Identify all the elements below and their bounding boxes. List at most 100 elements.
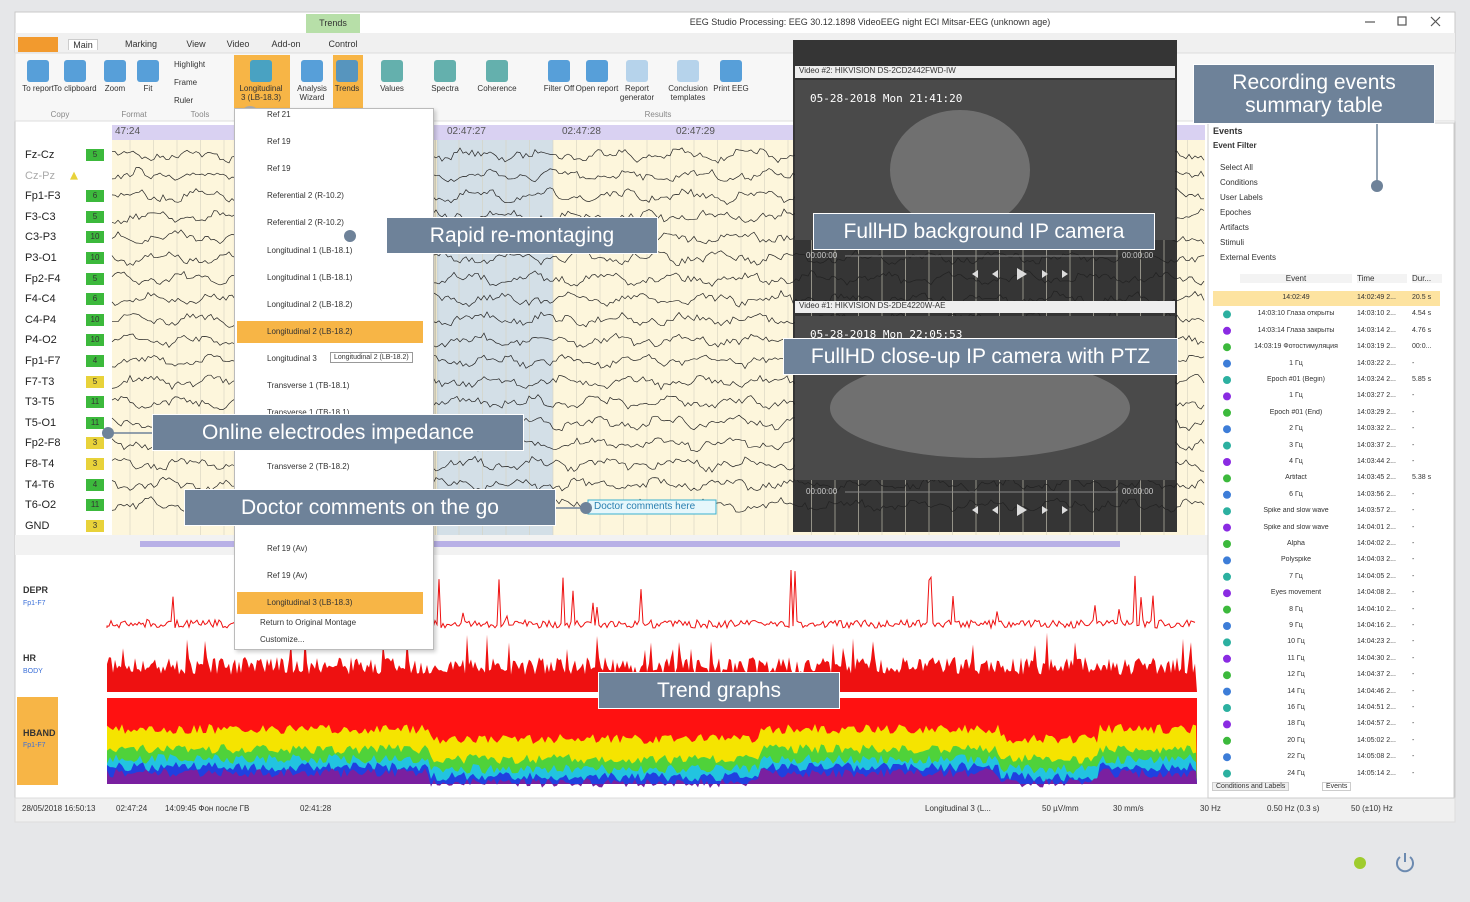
event-filter[interactable]: Select All <box>1220 163 1253 172</box>
event-cell[interactable]: - <box>1412 704 1415 711</box>
event-cell[interactable]: 7 Гц <box>1289 572 1303 580</box>
event-cell[interactable]: - <box>1412 720 1415 728</box>
event-cell[interactable]: Epoch #01 (End) <box>1269 408 1323 416</box>
event-cell[interactable]: - <box>1412 441 1415 449</box>
event-cell[interactable]: 14 Гц <box>1287 687 1305 695</box>
event-cell[interactable]: 14:04:57 2... <box>1357 720 1396 728</box>
event-cell[interactable]: 3 Гц <box>1289 441 1303 449</box>
event-cell[interactable]: 14:04:23 2... <box>1357 638 1396 646</box>
event-cell[interactable]: - <box>1412 507 1415 515</box>
events-tab[interactable]: Events <box>1322 782 1352 791</box>
close[interactable] <box>1430 16 1441 27</box>
status-item[interactable]: 30 mm/s <box>1113 804 1144 813</box>
menu-item[interactable]: Ref 19 <box>267 164 291 174</box>
menu-item[interactable]: Ref 21 <box>267 110 291 119</box>
event-cell[interactable]: 14:04:02 2... <box>1357 540 1396 547</box>
events-column[interactable]: Time <box>1357 274 1407 283</box>
ribbon-button[interactable]: Print EEG <box>713 84 749 93</box>
event-cell[interactable]: - <box>1412 589 1415 597</box>
event-cell[interactable]: 14:03:10 Глаза открыты <box>1257 310 1335 318</box>
ribbon-button[interactable]: Ruler <box>174 96 194 105</box>
menu-item[interactable]: Referential 2 (R-10.2) <box>267 218 344 228</box>
event-cell[interactable]: 14:03:56 2... <box>1357 490 1396 498</box>
event-cell[interactable]: 14:04:10 2... <box>1357 605 1396 613</box>
event-cell[interactable]: - <box>1412 408 1415 416</box>
tab[interactable]: Video <box>226 39 250 49</box>
status-item[interactable]: Longitudinal 3 (L... <box>925 804 991 813</box>
event-cell[interactable]: - <box>1412 572 1415 580</box>
event-cell[interactable]: - <box>1412 687 1415 695</box>
event-cell[interactable]: - <box>1412 605 1415 613</box>
event-cell[interactable]: - <box>1412 425 1415 433</box>
event-cell[interactable]: 20.5 s <box>1412 294 1432 301</box>
event-cell[interactable]: - <box>1412 556 1415 564</box>
event-cell[interactable]: 14:03:29 2... <box>1357 408 1396 416</box>
event-cell[interactable]: 14:04:01 2... <box>1357 523 1396 531</box>
event-cell[interactable]: 14:02:49 2... <box>1357 294 1396 301</box>
menu-item[interactable]: Ref 19 <box>267 137 291 147</box>
event-filter[interactable]: Conditions <box>1220 178 1258 187</box>
ribbon-button[interactable]: Report generator <box>619 84 655 102</box>
ribbon-button[interactable]: Highlight <box>174 60 206 69</box>
event-cell[interactable]: - <box>1412 654 1415 662</box>
event-cell[interactable]: - <box>1412 671 1415 679</box>
event-cell[interactable]: - <box>1412 523 1415 531</box>
event-cell[interactable]: - <box>1412 458 1415 465</box>
event-cell[interactable]: 14:03:19 2... <box>1357 343 1396 351</box>
event-cell[interactable]: 14:04:05 2... <box>1357 572 1396 580</box>
event-cell[interactable]: 14:04:08 2... <box>1357 589 1396 597</box>
menu-item[interactable]: Longitudinal 3 (LB-18.3) <box>267 597 353 607</box>
ribbon-button[interactable]: Conclusion templates <box>668 84 708 102</box>
status-item[interactable]: 50 (±10) Hz <box>1351 804 1393 813</box>
event-cell[interactable]: 22 Гц <box>1287 753 1305 761</box>
power-icon[interactable] <box>1396 853 1414 873</box>
event-cell[interactable]: 14:04:16 2... <box>1357 622 1396 629</box>
menu-item[interactable]: Ref 19 (Av) <box>267 543 308 553</box>
event-cell[interactable]: 8 Гц <box>1289 605 1303 613</box>
event-cell[interactable]: - <box>1412 769 1415 777</box>
event-cell[interactable]: 20 Гц <box>1287 736 1305 744</box>
event-cell[interactable]: 14:02:49 <box>1282 294 1310 301</box>
ribbon-button[interactable]: Longitudinal 3 (LB-18.3) <box>239 84 283 102</box>
status-item[interactable]: 02:41:28 <box>300 804 332 813</box>
event-cell[interactable]: 14:03:24 2... <box>1357 376 1396 383</box>
tab[interactable]: View <box>186 39 206 49</box>
event-cell[interactable]: Polyspike <box>1281 556 1311 564</box>
ribbon-button[interactable]: Spectra <box>431 84 459 93</box>
event-cell[interactable]: 14:04:46 2... <box>1357 687 1396 695</box>
event-cell[interactable]: 14:03:10 2... <box>1357 310 1396 318</box>
event-cell[interactable]: 14:04:30 2... <box>1357 654 1396 662</box>
event-cell[interactable]: 14:05:08 2... <box>1357 753 1396 761</box>
event-cell[interactable]: 14:03:14 Глаза закрыты <box>1257 326 1335 334</box>
event-cell[interactable]: 14:05:02 2... <box>1357 736 1396 744</box>
event-filter[interactable]: Artifacts <box>1220 223 1249 232</box>
event-cell[interactable]: 2 Гц <box>1289 425 1303 433</box>
events-column[interactable]: Dur... <box>1412 274 1442 283</box>
event-cell[interactable]: - <box>1412 638 1415 646</box>
event-cell[interactable]: 14:03:14 2... <box>1357 326 1396 334</box>
menu-item[interactable]: Transverse 1 (TB-18.1) <box>267 381 350 390</box>
event-cell[interactable]: 4.76 s <box>1412 326 1432 334</box>
ribbon-button[interactable]: To report <box>22 84 54 93</box>
event-cell[interactable]: 16 Гц <box>1287 704 1305 711</box>
event-cell[interactable]: Artifact <box>1285 474 1307 482</box>
event-cell[interactable]: - <box>1412 490 1415 498</box>
event-cell[interactable]: 5.38 s <box>1412 474 1432 482</box>
ribbon-button[interactable]: Coherence <box>477 84 517 93</box>
ribbon-button[interactable]: Frame <box>174 78 198 87</box>
event-cell[interactable]: - <box>1412 736 1415 744</box>
event-cell[interactable]: 1 Гц <box>1289 359 1303 367</box>
menu-footer[interactable]: Return to Original Montage <box>260 618 357 627</box>
event-cell[interactable]: 14:03:22 2... <box>1357 359 1396 367</box>
event-cell[interactable]: 6 Гц <box>1289 490 1303 498</box>
event-cell[interactable]: 24 Гц <box>1287 769 1305 777</box>
event-cell[interactable]: 00:0... <box>1412 343 1432 351</box>
event-cell[interactable]: 14:03:45 2... <box>1357 474 1396 482</box>
event-cell[interactable]: Spike and slow wave <box>1263 507 1329 515</box>
tab[interactable]: Add-on <box>271 39 301 49</box>
ribbon-button[interactable]: Filter Off <box>543 84 575 93</box>
event-cell[interactable]: Epoch #01 (Begin) <box>1267 376 1325 383</box>
event-cell[interactable]: - <box>1412 392 1415 400</box>
event-cell[interactable]: 14:03:57 2... <box>1357 507 1396 515</box>
maximize[interactable] <box>1397 16 1407 26</box>
